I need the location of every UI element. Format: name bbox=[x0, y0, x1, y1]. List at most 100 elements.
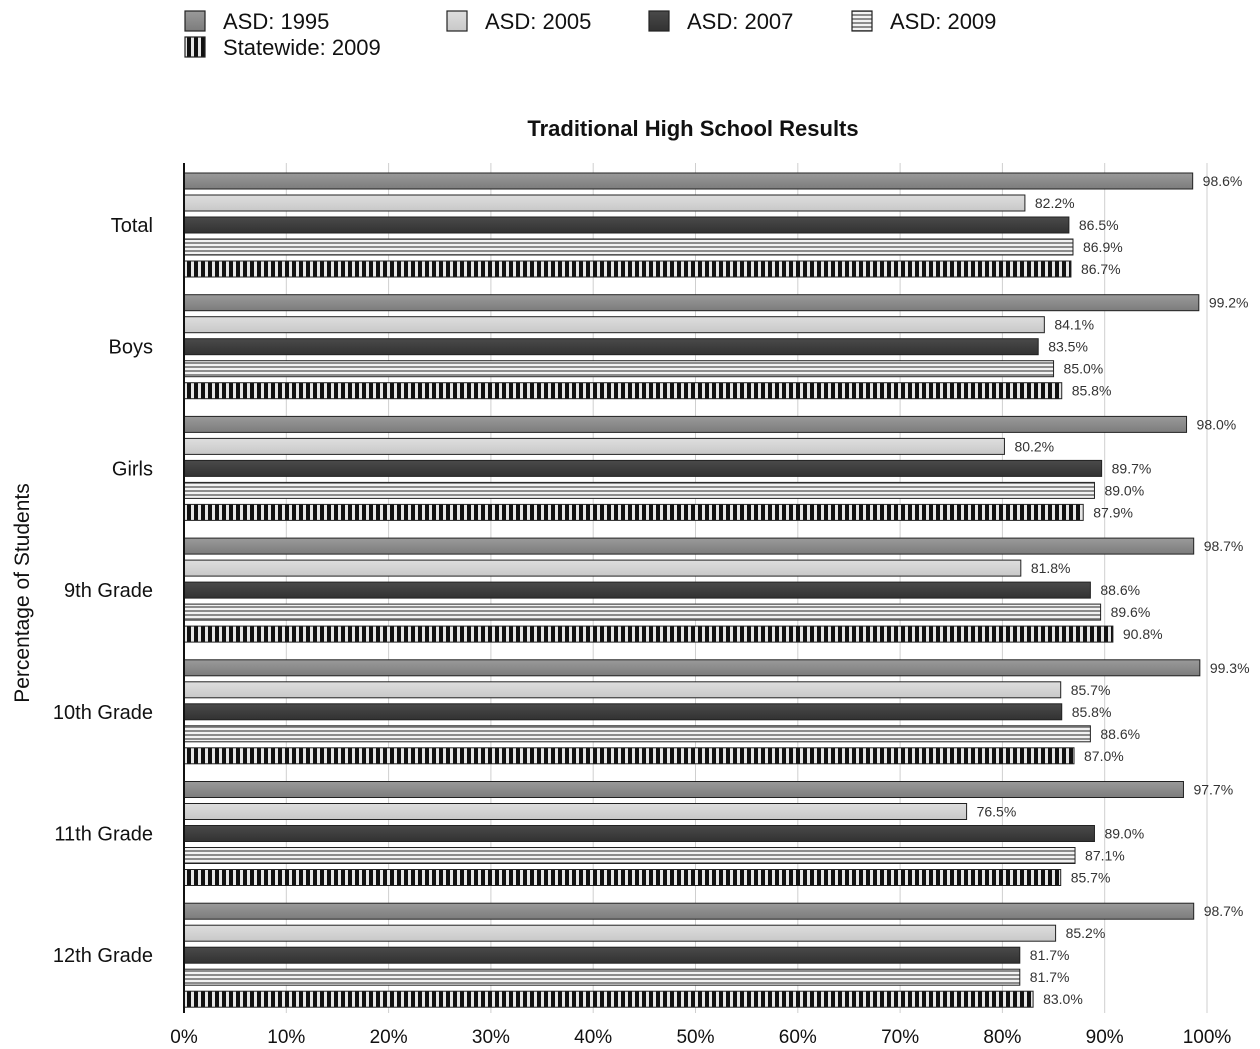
bar-asd-2009-11th-grade bbox=[183, 847, 1076, 864]
bar-asd-2009-10th-grade bbox=[183, 725, 1091, 743]
category-label-12th-grade: 12th Grade bbox=[53, 945, 153, 967]
data-label: 85.2% bbox=[1066, 925, 1106, 941]
y-axis-label: Percentage of Students bbox=[11, 483, 34, 703]
data-label: 97.7% bbox=[1193, 782, 1233, 798]
bar-asd-2005-total bbox=[183, 194, 1026, 212]
x-tick-label: 10% bbox=[267, 1027, 305, 1048]
legend-label-asd-1995: ASD: 1995 bbox=[223, 9, 329, 34]
bar-asd-2007-10th-grade bbox=[183, 703, 1063, 721]
bar-statewide-2009-boys bbox=[183, 382, 1063, 400]
x-tick-label: 20% bbox=[370, 1027, 408, 1048]
bar-asd-1995-girls bbox=[183, 415, 1188, 433]
bar-asd-2007-girls bbox=[183, 459, 1103, 477]
data-label: 88.6% bbox=[1100, 726, 1140, 742]
bar-asd-2007-12th-grade bbox=[183, 946, 1021, 964]
category-label-boys: Boys bbox=[109, 337, 153, 359]
data-label: 81.7% bbox=[1030, 969, 1070, 985]
bar-asd-1995-10th-grade bbox=[183, 659, 1201, 677]
legend-label-asd-2009: ASD: 2009 bbox=[890, 9, 996, 34]
data-label: 82.2% bbox=[1035, 195, 1075, 211]
data-label: 83.0% bbox=[1043, 991, 1083, 1007]
bar-statewide-2009-girls bbox=[183, 503, 1084, 521]
data-label: 99.2% bbox=[1209, 295, 1249, 311]
x-tick-label: 90% bbox=[1086, 1027, 1124, 1048]
bar-asd-2005-boys bbox=[183, 316, 1045, 334]
legend-swatch-asd-1995 bbox=[184, 10, 206, 32]
data-label: 81.8% bbox=[1031, 560, 1071, 576]
bar-statewide-2009-11th-grade bbox=[183, 869, 1062, 886]
data-label: 98.7% bbox=[1204, 538, 1244, 554]
bar-asd-2005-11th-grade bbox=[183, 803, 968, 820]
category-label-girls: Girls bbox=[112, 458, 153, 480]
legend-swatch-asd-2009 bbox=[851, 10, 873, 32]
bar-asd-2007-total bbox=[183, 216, 1070, 234]
bar-asd-2007-boys bbox=[183, 338, 1039, 356]
legend: ASD: 1995 ASD: 2005 ASD: 2007 ASD: 2009 Stat… bbox=[184, 9, 996, 60]
legend-label-statewide-2009: Statewide: 2009 bbox=[223, 35, 381, 60]
legend-swatch-asd-2005 bbox=[446, 10, 468, 32]
data-label: 89.7% bbox=[1112, 460, 1152, 476]
bar-statewide-2009-12th-grade bbox=[183, 990, 1034, 1008]
data-label: 87.1% bbox=[1085, 848, 1125, 864]
data-label: 85.8% bbox=[1072, 383, 1112, 399]
x-tick-label: 30% bbox=[472, 1027, 510, 1048]
bar-asd-2005-12th-grade bbox=[183, 924, 1057, 942]
data-label: 88.6% bbox=[1100, 582, 1140, 598]
data-label: 76.5% bbox=[977, 804, 1017, 820]
data-label: 89.0% bbox=[1104, 826, 1144, 842]
legend-label-asd-2007: ASD: 2007 bbox=[687, 9, 793, 34]
x-axis-ticks: 0% 10% 20% 30% 40% 50% 60% 70% 80% 90% 100% bbox=[170, 1027, 1231, 1048]
x-tick-label: 60% bbox=[779, 1027, 817, 1048]
bar-asd-2007-9th-grade bbox=[183, 581, 1091, 599]
bar-asd-1995-12th-grade bbox=[183, 902, 1195, 920]
bar-asd-1995-9th-grade bbox=[183, 537, 1195, 555]
bar-asd-2009-boys bbox=[183, 360, 1055, 378]
x-tick-label: 50% bbox=[676, 1027, 714, 1048]
bars bbox=[183, 172, 1201, 1008]
bar-statewide-2009-total bbox=[183, 260, 1072, 278]
chart-title: Traditional High School Results bbox=[527, 116, 858, 141]
data-label: 98.7% bbox=[1204, 903, 1244, 919]
x-tick-label: 70% bbox=[881, 1027, 919, 1048]
x-tick-label: 80% bbox=[983, 1027, 1021, 1048]
x-tick-label: 0% bbox=[170, 1027, 198, 1048]
data-label: 85.8% bbox=[1072, 704, 1112, 720]
category-labels: Total Boys Girls 9th Grade 10th Grade 11th Gr… bbox=[53, 215, 153, 967]
x-tick-label: 40% bbox=[574, 1027, 612, 1048]
data-label: 83.5% bbox=[1048, 339, 1088, 355]
data-label: 89.0% bbox=[1104, 482, 1144, 498]
data-label: 87.9% bbox=[1093, 504, 1133, 520]
bar-asd-2009-girls bbox=[183, 481, 1095, 499]
category-label-9th-grade: 9th Grade bbox=[64, 580, 153, 602]
bar-asd-1995-boys bbox=[183, 294, 1200, 312]
data-label: 85.7% bbox=[1071, 682, 1111, 698]
category-label-total: Total bbox=[111, 215, 153, 237]
bar-asd-2009-total bbox=[183, 238, 1074, 256]
bar-statewide-2009-10th-grade bbox=[183, 747, 1075, 765]
data-label: 84.1% bbox=[1054, 317, 1094, 333]
bar-asd-2009-12th-grade bbox=[183, 968, 1021, 986]
bar-statewide-2009-9th-grade bbox=[183, 625, 1114, 643]
data-label: 86.9% bbox=[1083, 239, 1123, 255]
data-label: 80.2% bbox=[1014, 438, 1054, 454]
bar-asd-2005-10th-grade bbox=[183, 681, 1062, 699]
bar-asd-1995-total bbox=[183, 172, 1194, 190]
data-label: 98.6% bbox=[1203, 173, 1243, 189]
data-label: 90.8% bbox=[1123, 626, 1163, 642]
category-label-11th-grade: 11th Grade bbox=[54, 824, 153, 846]
category-label-10th-grade: 10th Grade bbox=[53, 702, 153, 724]
bar-asd-2009-9th-grade bbox=[183, 603, 1102, 621]
bar-asd-2005-9th-grade bbox=[183, 559, 1022, 577]
data-label: 86.7% bbox=[1081, 261, 1121, 277]
data-label: 98.0% bbox=[1197, 416, 1237, 432]
data-label: 86.5% bbox=[1079, 217, 1119, 233]
data-label: 85.7% bbox=[1071, 870, 1111, 886]
data-label: 89.6% bbox=[1111, 604, 1151, 620]
x-tick-label: 100% bbox=[1183, 1027, 1232, 1048]
value-labels: 98.6% 82.2%86.5% 86.9% 86.7% 99.2% 84.1% 83.5%… bbox=[977, 173, 1250, 1007]
legend-label-asd-2005: ASD: 2005 bbox=[485, 9, 591, 34]
bar-asd-2007-11th-grade bbox=[183, 825, 1095, 842]
bar-asd-2005-girls bbox=[183, 437, 1005, 455]
bar-asd-1995-11th-grade bbox=[183, 781, 1184, 798]
